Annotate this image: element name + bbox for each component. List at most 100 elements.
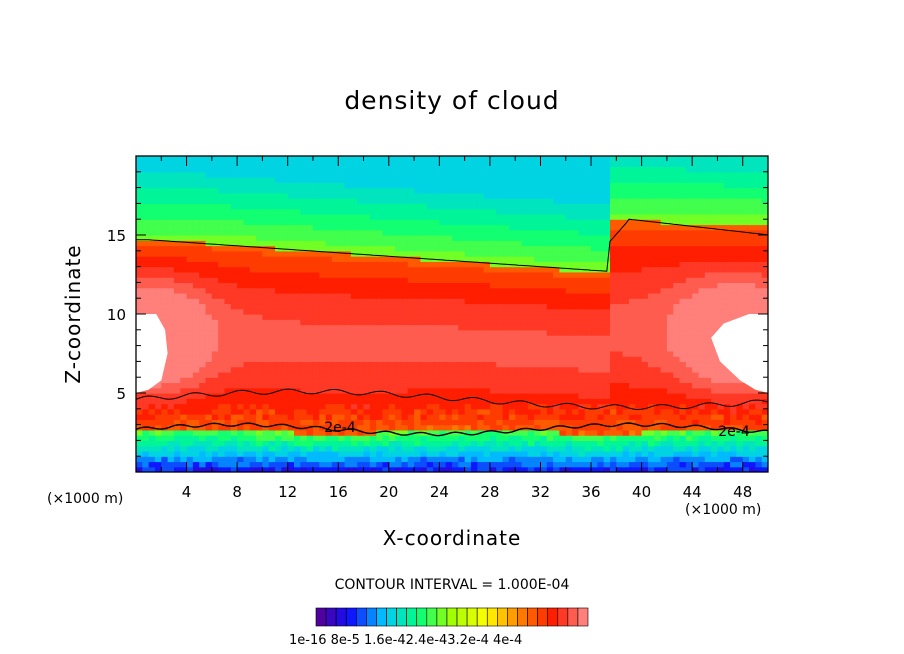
density-cell xyxy=(199,461,207,468)
density-cell xyxy=(711,366,719,373)
density-cell xyxy=(736,382,744,389)
density-cell xyxy=(433,345,440,352)
density-cell xyxy=(344,445,352,452)
density-cell xyxy=(647,250,655,257)
density-cell xyxy=(496,340,504,347)
density-cell xyxy=(167,314,175,320)
density-cell xyxy=(736,408,744,415)
density-cell xyxy=(376,445,384,452)
density-cell xyxy=(628,461,636,468)
density-cell xyxy=(331,382,339,389)
density-cell xyxy=(420,319,428,326)
density-cell xyxy=(426,340,434,347)
density-cell xyxy=(192,393,200,399)
density-cell xyxy=(180,340,188,347)
density-cell xyxy=(641,298,649,305)
density-cell xyxy=(635,266,643,273)
density-cell xyxy=(142,466,150,472)
density-cell xyxy=(167,456,175,463)
density-cell xyxy=(306,298,314,305)
density-cell xyxy=(211,229,219,236)
density-cell xyxy=(666,271,674,278)
density-cell xyxy=(262,382,270,389)
density-cell xyxy=(527,319,535,326)
density-cell xyxy=(325,335,333,341)
density-cell xyxy=(591,440,598,447)
density-cell xyxy=(388,393,396,399)
density-cell xyxy=(167,356,175,362)
density-cell xyxy=(205,393,213,399)
density-cell xyxy=(294,456,301,463)
density-cell xyxy=(357,403,365,410)
density-cell xyxy=(230,229,238,236)
density-cell xyxy=(527,224,535,231)
density-cell xyxy=(527,240,535,247)
density-cell xyxy=(521,329,529,336)
density-cell xyxy=(502,350,510,357)
density-cell xyxy=(464,456,472,463)
density-cell xyxy=(534,229,542,236)
density-cell xyxy=(464,419,472,426)
density-cell xyxy=(622,271,630,278)
density-cell xyxy=(338,282,346,289)
density-cell xyxy=(344,387,352,394)
density-cell xyxy=(749,435,756,441)
density-cell xyxy=(376,466,384,472)
density-cell xyxy=(603,324,611,331)
density-cell xyxy=(515,329,523,336)
density-cell xyxy=(376,266,384,273)
density-cell xyxy=(249,245,257,252)
density-cell xyxy=(521,387,529,394)
density-cell xyxy=(616,250,624,257)
density-cell xyxy=(464,213,472,220)
density-cell xyxy=(312,361,320,368)
density-cell xyxy=(136,419,143,426)
density-cell xyxy=(496,393,504,399)
density-cell xyxy=(603,403,611,410)
density-cell xyxy=(433,424,440,431)
density-cell xyxy=(584,450,592,457)
density-cell xyxy=(584,429,592,436)
density-cell xyxy=(496,324,504,331)
density-cell xyxy=(603,287,611,294)
density-cell xyxy=(458,387,466,394)
density-cell xyxy=(142,429,150,436)
density-cell xyxy=(559,245,567,252)
density-cell xyxy=(395,298,403,305)
density-cell xyxy=(357,393,365,399)
density-cell xyxy=(388,345,396,352)
density-cell xyxy=(350,319,358,326)
density-cell xyxy=(407,424,415,431)
density-cell xyxy=(306,303,314,310)
density-cell xyxy=(218,419,226,426)
density-cell xyxy=(698,208,706,215)
density-cell xyxy=(249,292,257,299)
density-cell xyxy=(161,282,169,289)
density-cell xyxy=(597,319,605,326)
density-cell xyxy=(262,356,270,362)
density-cell xyxy=(268,393,276,399)
density-cell xyxy=(256,456,263,463)
density-cell xyxy=(610,277,617,283)
density-cell xyxy=(508,340,516,347)
density-cell xyxy=(243,250,251,257)
density-cell xyxy=(294,382,301,389)
density-cell xyxy=(275,366,282,373)
density-cell xyxy=(578,308,586,315)
density-cell xyxy=(294,377,301,384)
density-cell xyxy=(199,387,207,394)
density-cell xyxy=(749,303,756,310)
density-cell xyxy=(749,266,756,273)
density-cell xyxy=(192,235,200,241)
density-cell xyxy=(401,450,409,457)
density-cell xyxy=(256,382,263,389)
density-cell xyxy=(527,393,535,399)
density-cell xyxy=(515,235,523,241)
density-cell xyxy=(414,408,421,415)
density-cell xyxy=(578,366,586,373)
density-cell xyxy=(717,403,725,410)
density-cell xyxy=(357,319,365,326)
density-cell xyxy=(515,335,523,341)
density-cell xyxy=(237,219,245,226)
density-cell xyxy=(761,408,768,415)
